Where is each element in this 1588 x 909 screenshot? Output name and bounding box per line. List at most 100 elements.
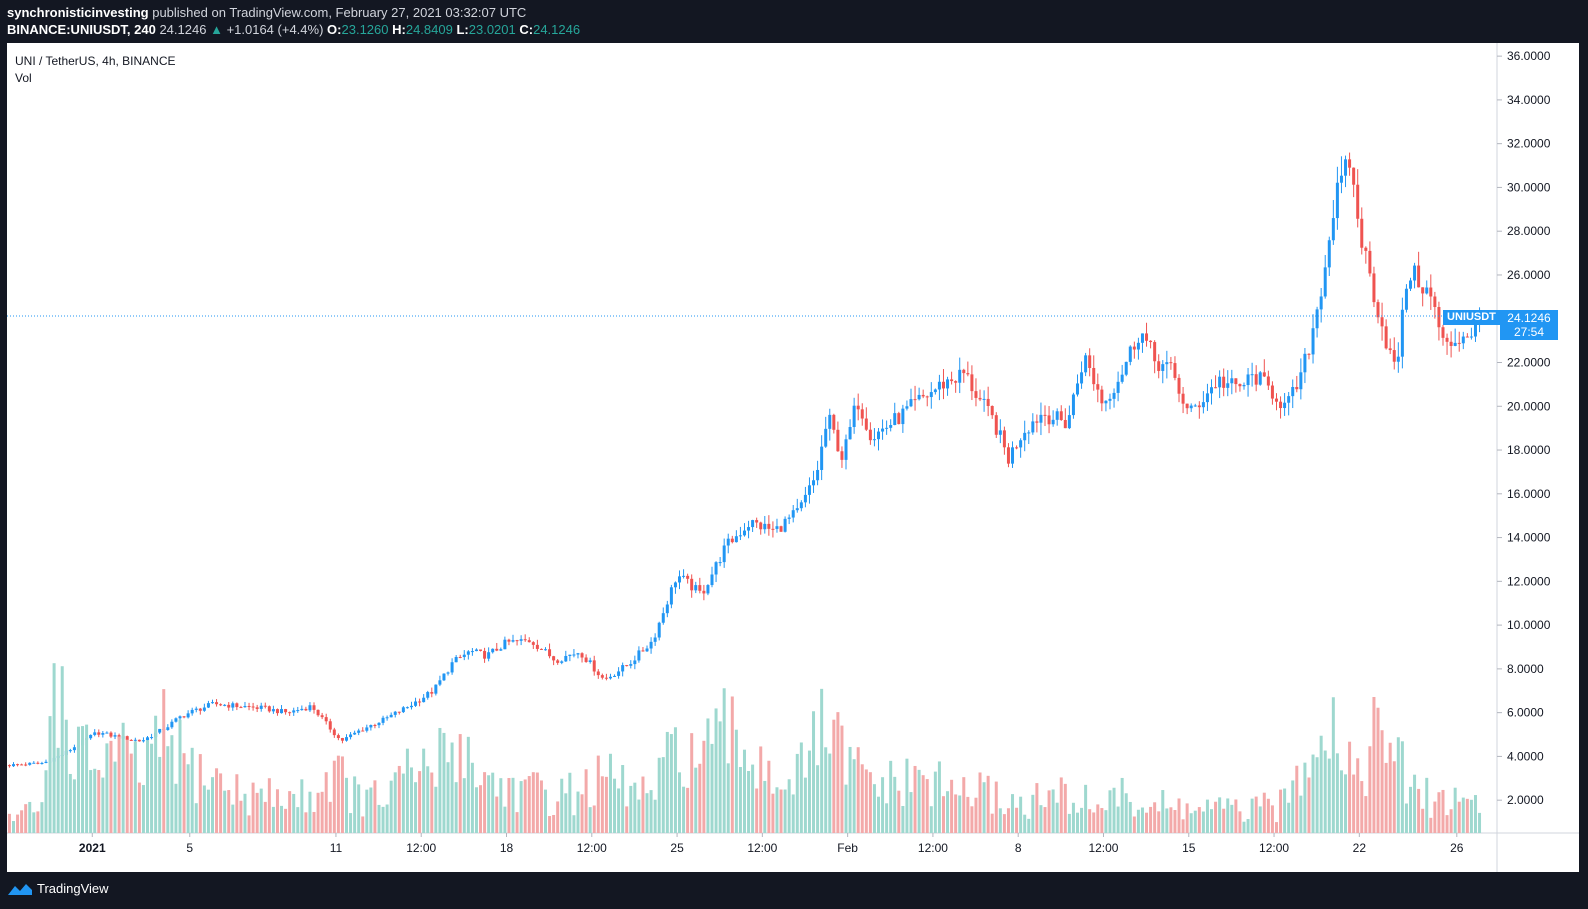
candle-body — [1035, 421, 1039, 423]
volume-bar — [40, 802, 44, 833]
candle-body — [958, 369, 962, 383]
candle-body — [552, 656, 556, 661]
volume-bar — [986, 775, 990, 833]
candle-body — [474, 649, 478, 652]
chart-area[interactable]: 36.0000 34.0000 32.0000 30.0000 28.0000 26.00… — [7, 43, 1579, 872]
volume-bar — [690, 733, 694, 833]
candle-body — [714, 562, 718, 575]
candle-body — [202, 707, 206, 711]
candle-body — [816, 469, 820, 481]
candle-body — [1287, 396, 1291, 403]
candle-body — [1376, 302, 1380, 318]
candle-body — [1307, 353, 1311, 355]
volume-bar — [1031, 794, 1035, 833]
volume-bar — [527, 776, 531, 833]
legend-volume-label[interactable]: Vol — [15, 71, 32, 85]
volume-bar — [409, 767, 413, 833]
volume-bar — [783, 789, 787, 833]
candle-body — [393, 711, 397, 715]
candle-body — [937, 381, 941, 390]
volume-bar — [621, 765, 625, 833]
volume-bar — [72, 779, 76, 833]
volume-bar — [868, 772, 872, 833]
volume-bar — [219, 773, 223, 833]
candle-body — [673, 582, 677, 588]
volume-bar — [389, 780, 393, 833]
volume-bar — [68, 773, 72, 833]
close-value: 24.1246 — [533, 22, 581, 37]
volume-bar — [36, 811, 40, 833]
candle-body — [336, 735, 340, 739]
candle-body — [235, 703, 239, 708]
volume-bar — [405, 748, 409, 833]
candle-body — [1128, 346, 1132, 362]
candle-body — [1291, 386, 1295, 397]
volume-bar — [1315, 757, 1319, 833]
y-tick-label: 14.0000 — [1507, 531, 1551, 545]
publish-info: synchronisticinvesting published on Trad… — [7, 4, 580, 21]
volume-bar — [657, 757, 661, 833]
candle-body — [1384, 326, 1388, 349]
volume-bar — [1461, 797, 1465, 833]
volume-bar — [1108, 790, 1112, 833]
footer-branding[interactable]: TradingView — [7, 881, 109, 896]
candle-body — [1429, 287, 1433, 297]
candle-body — [1258, 372, 1262, 385]
y-tick-label: 10.0000 — [1507, 618, 1551, 632]
candle-body — [263, 705, 267, 707]
candle-body — [669, 587, 673, 605]
chart-svg[interactable]: 36.0000 34.0000 32.0000 30.0000 28.0000 26.00… — [7, 43, 1579, 872]
candle-body — [446, 672, 450, 674]
candle-body — [296, 710, 300, 712]
candle-body — [1092, 367, 1096, 385]
volume-bar — [572, 815, 576, 833]
volume-bar — [304, 812, 308, 833]
volume-bar — [1080, 807, 1084, 833]
volume-bar — [227, 790, 231, 833]
volume-bar — [109, 740, 113, 833]
candle-body — [836, 429, 840, 452]
candle-body — [1169, 362, 1173, 364]
candle-body — [1242, 385, 1246, 387]
volume-bar — [1067, 813, 1071, 833]
candle-body — [1274, 398, 1278, 402]
candle-body — [617, 671, 621, 676]
x-tick-label: 26 — [1450, 841, 1464, 855]
volume-bar — [194, 803, 198, 833]
volume-bar — [893, 776, 897, 833]
volume-bar — [1388, 742, 1392, 833]
candle-body — [710, 574, 714, 586]
volume-bar — [1210, 809, 1214, 833]
author-name[interactable]: synchronisticinvesting — [7, 5, 149, 20]
volume-bar — [954, 794, 958, 833]
candle-body — [377, 722, 381, 726]
volume-bar — [251, 782, 255, 833]
candle-body — [288, 712, 292, 714]
candle-body — [556, 660, 560, 663]
volume-bar — [1266, 798, 1270, 833]
candle-body — [629, 664, 633, 666]
volume-bar — [474, 787, 478, 833]
candle-body — [304, 708, 308, 711]
candle-body — [730, 538, 734, 543]
candle-body — [1059, 411, 1063, 420]
candle-body — [418, 701, 422, 703]
volume-bar — [418, 771, 422, 833]
candle-body — [16, 764, 20, 766]
volume-bar — [604, 776, 608, 833]
candle-body — [97, 732, 101, 735]
candle-body — [909, 399, 913, 407]
volume-bar — [742, 749, 746, 833]
change-arrow-icon: ▲ — [210, 22, 223, 37]
volume-bar — [1157, 811, 1161, 833]
volume-bar — [174, 783, 178, 833]
legend-title[interactable]: UNI / TetherUS, 4h, BINANCE — [15, 54, 176, 68]
volume-bar — [1339, 770, 1343, 833]
candle-body — [1165, 362, 1169, 365]
candle-body — [1295, 386, 1299, 390]
volume-bar — [255, 792, 259, 833]
candle-body — [186, 713, 190, 718]
candle-body — [812, 480, 816, 486]
x-tick-label: 5 — [186, 841, 193, 855]
candle-body — [1392, 350, 1396, 362]
